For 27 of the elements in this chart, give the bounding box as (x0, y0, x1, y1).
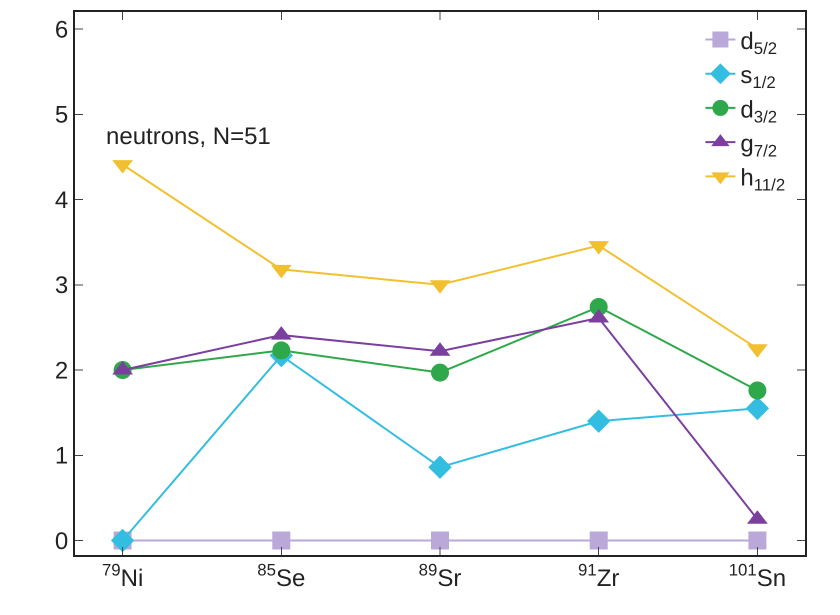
legend-label: d$_{3/2}$ (740, 96, 778, 126)
y-tick-label: 5 (54, 102, 68, 129)
point (431, 364, 449, 382)
y-tick-label: 0 (54, 528, 68, 555)
point (428, 456, 452, 479)
y-tick-label: 6 (54, 16, 68, 44)
legend-label: h$_{11/2}$ (740, 164, 786, 195)
legend-label: g$_{7/2}$ (740, 130, 778, 161)
point (272, 532, 290, 550)
x-tick-label: $^{85}$Se (257, 560, 306, 592)
y-tick-label: 3 (54, 272, 68, 300)
point (590, 532, 608, 550)
point (272, 341, 290, 360)
x-tick-label: $^{89}$Sr (418, 560, 462, 592)
annotation: neutrons, N=51 (106, 123, 271, 150)
y-tick-label: 4 (54, 186, 68, 214)
point (587, 409, 610, 433)
point (748, 381, 766, 400)
point (431, 532, 449, 550)
y-tick-label: 2 (54, 357, 68, 384)
legend-label: d$_{5/2}$ (740, 28, 778, 58)
point (748, 532, 766, 550)
legend-label: s$_{1/2}$ (740, 62, 776, 92)
x-tick-label: $^{101}$Sn (728, 560, 786, 592)
x-tick-label: $^{91}$Zr (578, 560, 620, 592)
x-tick-label: $^{79}$Ni (102, 560, 144, 592)
y-tick-label: 1 (54, 442, 68, 470)
